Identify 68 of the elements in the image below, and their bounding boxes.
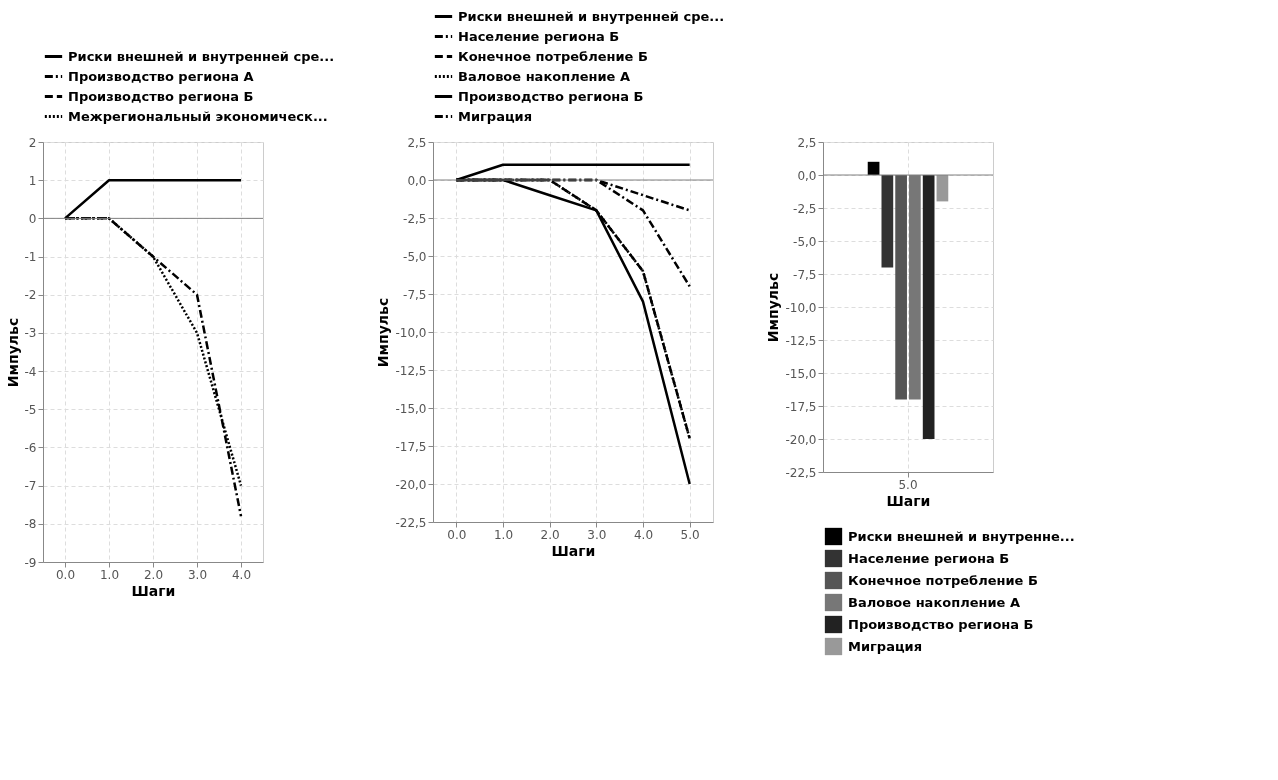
y-tick-label: -20,0 <box>785 432 817 447</box>
y-tick-label: 0,0 <box>797 168 817 183</box>
x-tick-label: 3.0 <box>187 567 208 582</box>
legend-label: Валовое накопление А <box>458 68 630 84</box>
y-tick-label: -17,5 <box>785 399 817 414</box>
legend-label: Конечное потребление Б <box>848 572 1038 588</box>
y-tick-label: 0 <box>28 211 37 226</box>
y-tick-label: -5,0 <box>793 234 817 249</box>
y-tick-label: -10,0 <box>395 325 427 340</box>
legend-label: Население региона Б <box>848 550 1010 566</box>
x-tick-label: 2.0 <box>540 527 560 542</box>
y-tick-label: -22,5 <box>395 515 427 530</box>
x-tick-label: 4.0 <box>633 527 654 542</box>
y-tick-label: 1 <box>28 173 37 188</box>
y-tick-label: -4 <box>24 364 37 379</box>
x-tick-label: 1.0 <box>493 527 514 542</box>
legend-label: Риски внешней и внутренней сре... <box>458 8 725 24</box>
y-tick-label: -15,0 <box>785 366 817 381</box>
legend-label: Валовое накопление А <box>848 594 1020 610</box>
y-tick-label: -20,0 <box>395 477 427 492</box>
x-tick-label: 3.0 <box>587 527 607 542</box>
x-axis-title: Шаги <box>551 542 596 559</box>
x-tick-label: 5.0 <box>680 527 700 542</box>
y-tick-label: -2 <box>24 288 37 303</box>
y-tick-label: -12,5 <box>785 333 817 348</box>
y-tick-label: 2 <box>28 135 37 150</box>
y-tick-label: -8 <box>24 517 37 532</box>
x-tick-label: 4.0 <box>231 567 252 582</box>
y-axis-title: Импульс <box>375 297 392 368</box>
x-tick-label: 1.0 <box>99 567 120 582</box>
legend-label: Миграция <box>848 638 923 654</box>
x-axis-title: Шаги <box>886 492 931 509</box>
legend-label: Производство региона Б <box>848 616 1034 632</box>
y-tick-label: -2,5 <box>403 211 427 226</box>
legend-label: Риски внешней и внутренне... <box>848 528 1075 544</box>
x-axis-title: Шаги <box>131 582 176 599</box>
y-tick-label: -7,5 <box>793 267 817 282</box>
y-tick-label: -3 <box>24 326 37 341</box>
y-tick-label: 0,0 <box>407 173 427 188</box>
y-axis-title: Импульс <box>765 272 782 343</box>
y-tick-label: -5,0 <box>403 249 427 264</box>
y-tick-label: -10,0 <box>785 300 817 315</box>
y-axis-title: Импульс <box>4 317 21 388</box>
legend-label: Риски внешней и внутренней сре... <box>68 48 335 64</box>
x-tick-label: 0.0 <box>55 567 76 582</box>
legend-label: Население региона Б <box>458 28 620 44</box>
y-tick-label: -1 <box>24 250 37 265</box>
x-tick-label: 5.0 <box>898 477 918 492</box>
y-tick-label: -9 <box>24 555 37 570</box>
x-tick-label: 2.0 <box>143 567 164 582</box>
legend-label: Конечное потребление Б <box>458 48 648 64</box>
y-tick-label: -15,0 <box>395 401 427 416</box>
legend-label: Производство региона А <box>68 68 254 84</box>
legend-label: Межрегиональный экономическ... <box>68 108 328 124</box>
y-tick-label: -2,5 <box>793 201 817 216</box>
y-tick-label: -6 <box>24 440 37 455</box>
legend-label: Производство региона Б <box>458 88 644 104</box>
y-tick-label: -7 <box>24 479 37 494</box>
y-tick-label: -12,5 <box>395 363 427 378</box>
legend-label: Миграция <box>458 108 533 124</box>
y-tick-label: -7,5 <box>403 287 427 302</box>
x-tick-label: 0.0 <box>447 527 467 542</box>
y-tick-label: -17,5 <box>395 439 427 454</box>
y-tick-label: 2,5 <box>797 135 817 150</box>
y-tick-label: 2,5 <box>407 135 427 150</box>
legend-label: Производство региона Б <box>68 88 254 104</box>
y-tick-label: -22,5 <box>785 465 817 480</box>
y-tick-label: -5 <box>24 402 37 417</box>
